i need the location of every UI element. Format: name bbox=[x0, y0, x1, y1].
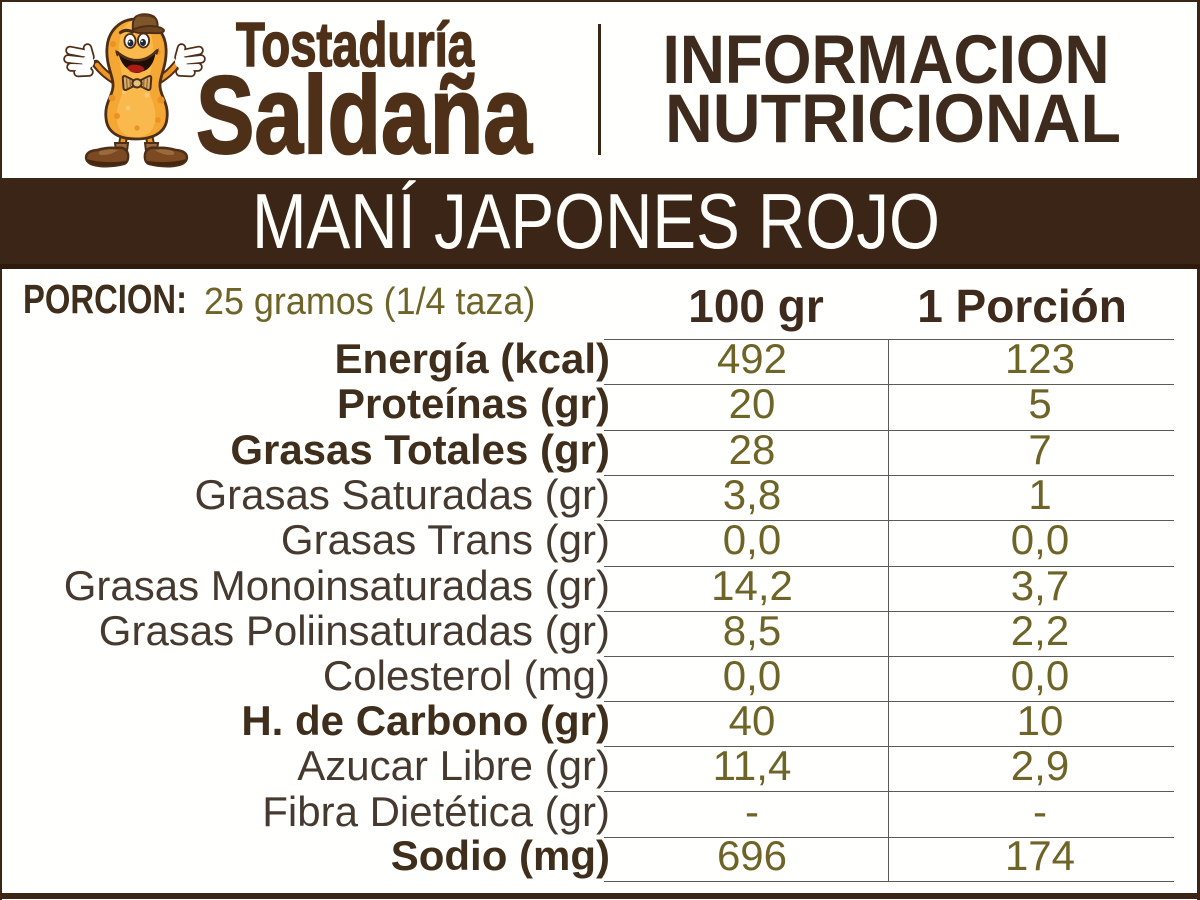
svg-text:Tostaduría: Tostaduría bbox=[236, 11, 474, 80]
svg-text:MANÍ JAPONES ROJO: MANÍ JAPONES ROJO bbox=[252, 178, 940, 265]
svg-text:Saldaña: Saldaña bbox=[196, 54, 533, 177]
svg-text:INFORMACION: INFORMACION bbox=[663, 21, 1110, 98]
svg-text:NUTRICIONAL: NUTRICIONAL bbox=[665, 80, 1121, 157]
